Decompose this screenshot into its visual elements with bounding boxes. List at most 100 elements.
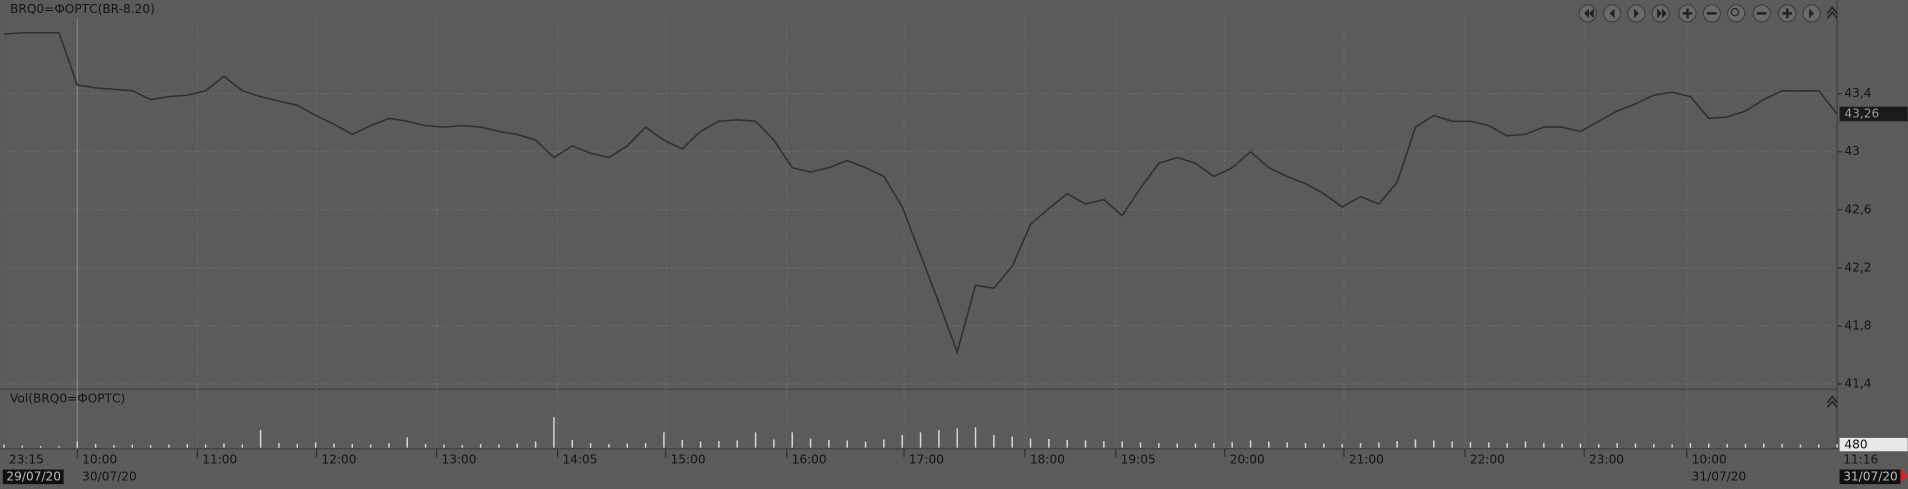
scroll-marker[interactable] bbox=[1899, 468, 1908, 483]
volume-bar bbox=[1579, 443, 1582, 448]
volume-bar bbox=[333, 443, 335, 448]
x-tick-label: 22:00 bbox=[1470, 452, 1505, 466]
y-tick-label: 43,4 bbox=[1844, 86, 1871, 100]
x-tick-label: 17:00 bbox=[909, 452, 944, 466]
volume-bar bbox=[534, 441, 537, 448]
volume-bar bbox=[204, 444, 207, 448]
price-line bbox=[3, 31, 1838, 355]
volume-bar bbox=[1378, 442, 1380, 448]
y-tick-label: 42,2 bbox=[1844, 260, 1871, 274]
volume-bar bbox=[498, 444, 500, 448]
x-tick-label: 23:00 bbox=[1589, 452, 1624, 466]
volume-bar bbox=[1506, 443, 1508, 448]
volume-bar bbox=[1396, 441, 1398, 448]
x-tick-label: 19:05 bbox=[1121, 452, 1156, 466]
y-tick-label: 43 bbox=[1844, 144, 1859, 158]
volume-bar bbox=[736, 440, 738, 448]
volume-bar bbox=[1689, 443, 1692, 448]
volume-bar bbox=[773, 439, 775, 448]
volume-bar bbox=[1524, 441, 1527, 448]
date-box bbox=[1839, 469, 1901, 485]
x-tick-label: 15:00 bbox=[671, 452, 706, 466]
volume-bar bbox=[1231, 442, 1233, 448]
volume-bar bbox=[1671, 444, 1673, 448]
volume-bar bbox=[993, 434, 995, 448]
volume-bar bbox=[1634, 443, 1637, 448]
volume-bar bbox=[1121, 441, 1123, 448]
volume-bar bbox=[369, 444, 372, 448]
volume-bar bbox=[186, 444, 189, 448]
volume-bar bbox=[461, 445, 463, 448]
volume-last-label: 480 bbox=[1844, 438, 1867, 452]
volume-bar bbox=[974, 427, 977, 448]
volume-bar bbox=[1561, 443, 1563, 448]
volume-bar bbox=[516, 443, 518, 448]
volume-bar bbox=[1836, 444, 1838, 448]
volume-bar bbox=[1451, 441, 1453, 448]
x-tick-label: 18:00 bbox=[1030, 452, 1065, 466]
volume-bar bbox=[1763, 443, 1765, 448]
volume-bar bbox=[278, 443, 280, 448]
volume-bar bbox=[1011, 436, 1013, 448]
x-tick-label: 11:00 bbox=[202, 452, 237, 466]
volume-bar bbox=[1488, 442, 1490, 448]
volume-bar bbox=[406, 437, 408, 448]
y-tick-label: 42,6 bbox=[1844, 202, 1871, 216]
volume-bar bbox=[846, 440, 848, 448]
volume-bar bbox=[1818, 444, 1820, 448]
y-tick-label: 41,4 bbox=[1844, 376, 1871, 390]
volume-bar bbox=[351, 444, 354, 448]
volume-bar bbox=[76, 441, 79, 448]
date-label: 29/07/20 bbox=[6, 469, 61, 483]
volume-bar bbox=[1268, 441, 1270, 448]
price-title: BRQ0=ФОРТС(BR-8.20) bbox=[10, 2, 155, 16]
volume-bar bbox=[1708, 443, 1710, 448]
volume-bar bbox=[608, 444, 610, 448]
volume-bar bbox=[809, 438, 812, 448]
date-box bbox=[2, 469, 64, 485]
volume-bar bbox=[1084, 440, 1087, 448]
volume-bar bbox=[21, 445, 24, 448]
volume-bar bbox=[443, 444, 445, 448]
volume-bar bbox=[1616, 443, 1618, 448]
volume-bar bbox=[39, 446, 42, 448]
volume-bar bbox=[883, 439, 885, 448]
x-tick-label: 16:00 bbox=[792, 452, 827, 466]
volume-bar bbox=[1194, 443, 1197, 448]
volume-bar bbox=[718, 441, 720, 448]
volume-bar bbox=[1139, 442, 1142, 448]
volume-bar bbox=[791, 432, 793, 448]
volume-bar bbox=[828, 440, 830, 448]
volume-bar bbox=[1176, 443, 1178, 448]
x-tick-label: 21:00 bbox=[1349, 452, 1384, 466]
volume-bar bbox=[479, 444, 482, 448]
volume-bar bbox=[296, 444, 299, 448]
volume-bar bbox=[754, 432, 757, 448]
volume-bar bbox=[626, 443, 628, 448]
volume-bar bbox=[424, 444, 427, 448]
volume-bar bbox=[94, 444, 97, 448]
volume-bar bbox=[956, 428, 958, 448]
volume-bar bbox=[149, 445, 152, 448]
volume-bar bbox=[938, 429, 940, 448]
volume-bar bbox=[223, 443, 225, 448]
volume-bar bbox=[681, 440, 683, 448]
volume-bar bbox=[58, 446, 60, 448]
x-tick-label: 14:05 bbox=[562, 452, 597, 466]
volume-bar bbox=[1213, 443, 1215, 448]
volume-bar bbox=[259, 429, 262, 448]
volume-bar bbox=[663, 432, 665, 448]
date-label: 30/07/20 bbox=[82, 469, 137, 483]
volume-bar bbox=[113, 445, 115, 448]
collapse-volume-button[interactable] bbox=[1826, 395, 1838, 408]
zoom-button[interactable] bbox=[1727, 4, 1746, 23]
volume-bar bbox=[644, 443, 647, 448]
volume-bar bbox=[1653, 444, 1655, 448]
collapse-button[interactable] bbox=[1826, 6, 1838, 19]
last-price-box bbox=[1839, 106, 1908, 122]
x-tick-label: 10:00 bbox=[1692, 452, 1727, 466]
volume-bar bbox=[314, 442, 317, 448]
volume-bar bbox=[1029, 438, 1032, 448]
x-tick-label: 11:16 bbox=[1843, 452, 1878, 466]
